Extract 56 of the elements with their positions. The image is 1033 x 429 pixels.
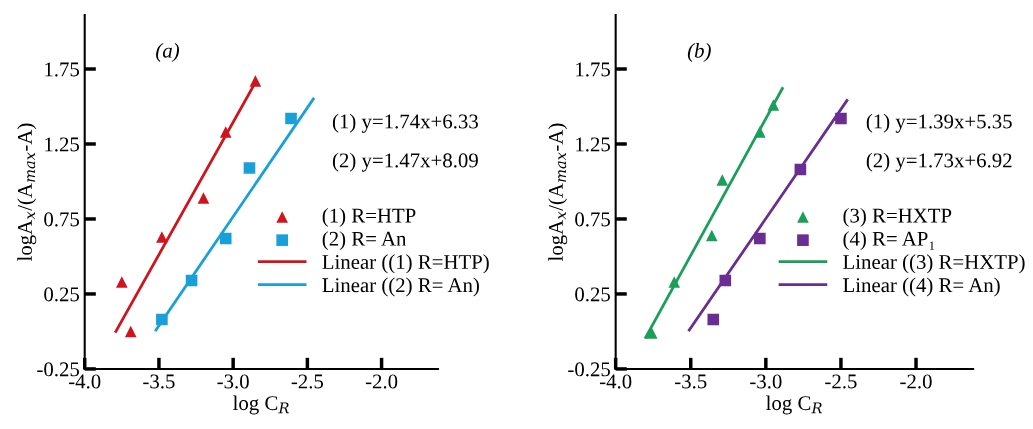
y-tick-label: 1.75	[45, 62, 80, 77]
point	[156, 313, 168, 326]
y-tick-label: 0.25	[44, 287, 80, 302]
point	[794, 163, 807, 176]
annotation: (a)	[156, 43, 180, 62]
annotation: (1) y=1.74x+6.33	[332, 113, 478, 133]
y-axis-title: logA$_{x}$/(A$_{max}$-A)	[17, 123, 37, 262]
legend-label: (3) R=HXTP	[843, 207, 952, 227]
annotation: (1) y=1.39x+5.35	[866, 113, 1012, 133]
legend-label: Linear ((4) R= An)	[843, 277, 1000, 297]
x-tick-label: -3.0	[217, 374, 249, 389]
legend-label: (1) R=HTP	[322, 207, 416, 227]
point	[219, 232, 232, 245]
legend-label: (4) R= AP₁	[843, 231, 935, 251]
x-axis-title: log C$_{R}$	[766, 395, 822, 415]
point	[185, 274, 198, 287]
point	[249, 75, 262, 87]
point	[835, 112, 847, 125]
legend-label: (2) R= An	[322, 231, 407, 251]
point	[707, 313, 720, 326]
point	[767, 99, 780, 111]
legend-label: Linear ((3) R=HXTP)	[843, 254, 1025, 274]
x-tick-label: -3.5	[675, 374, 707, 389]
point	[197, 192, 210, 204]
y-tick-label: 0.75	[575, 212, 610, 227]
y-tick-label: 0.25	[575, 287, 610, 302]
annotation: (2) y=1.47x+8.09	[332, 152, 478, 172]
point	[719, 274, 732, 287]
point	[219, 126, 232, 138]
point	[668, 276, 681, 288]
y-tick-label: 1.25	[576, 137, 610, 152]
legend-label: Linear ((1) R=HTP)	[322, 254, 489, 274]
y-tick-label: 1.75	[576, 62, 610, 77]
x-tick-label: -3.5	[143, 374, 175, 389]
point	[124, 325, 137, 338]
x-tick-label: -2.5	[825, 374, 857, 389]
point	[754, 232, 766, 245]
x-tick-label: -2.0	[365, 374, 398, 389]
point	[645, 327, 658, 339]
point	[156, 231, 168, 243]
point	[243, 162, 256, 174]
y-tick-label: 0.75	[44, 212, 80, 227]
x-tick-label: -2.5	[291, 374, 324, 389]
x-tick-label: -3.0	[750, 374, 782, 389]
y-tick-label: 1.25	[45, 137, 80, 152]
annotation: (b)	[687, 43, 711, 62]
point	[716, 174, 729, 186]
point	[754, 126, 766, 138]
annotation: (2) y=1.73x+6.92	[866, 152, 1012, 172]
x-tick-label: -2.0	[900, 374, 932, 389]
legend-label: Linear ((2) R= An)	[322, 277, 479, 297]
point	[705, 229, 718, 242]
point	[116, 276, 128, 288]
y-axis-title: logA$_{x}$/(A$_{max}$-A)	[548, 123, 568, 262]
point	[285, 112, 297, 125]
x-axis-title: log C$_{R}$	[233, 395, 289, 415]
